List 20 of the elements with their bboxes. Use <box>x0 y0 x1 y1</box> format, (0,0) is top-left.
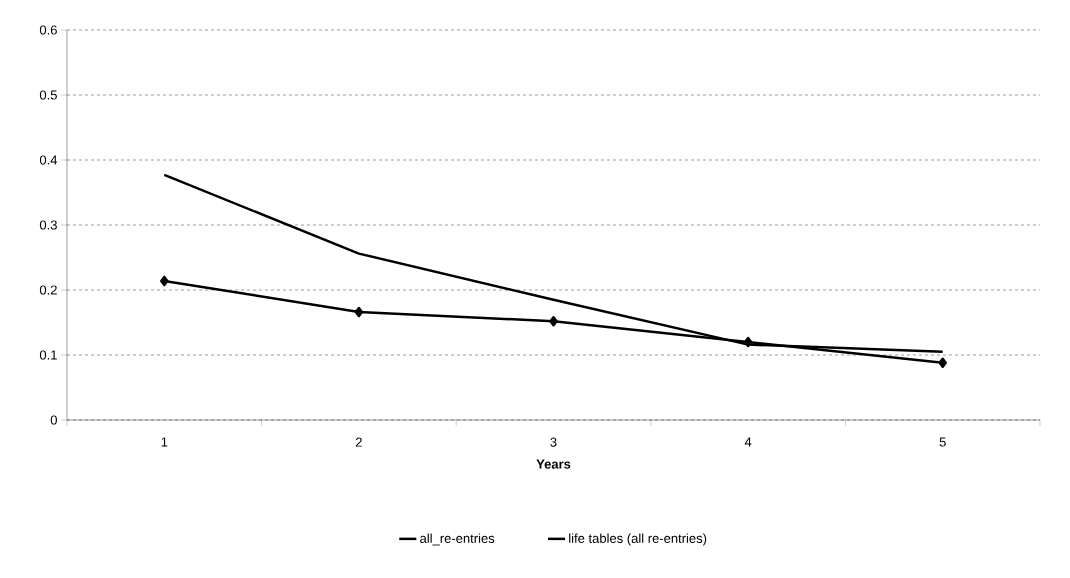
y-tick-label: 0.4 <box>39 155 58 165</box>
legend-label: life tables (all re-entries) <box>569 533 707 546</box>
y-tick-label: 0.1 <box>39 350 57 360</box>
x-tick-label: 3 <box>550 437 557 447</box>
point <box>938 357 947 369</box>
x-tick-label: 5 <box>939 437 946 447</box>
point <box>743 336 753 348</box>
legend-label: all_re-entries <box>420 533 495 546</box>
y-tick-label: 0.5 <box>39 90 57 100</box>
x-tick-label: 2 <box>355 437 362 447</box>
y-tick-label: 0.3 <box>39 220 57 230</box>
y-tick-label: 0.2 <box>39 285 57 295</box>
x-axis-title: Years <box>536 459 571 469</box>
x-tick-label: 4 <box>744 437 752 447</box>
y-tick-label: 0 <box>50 415 57 425</box>
y-tick-label: 0.6 <box>39 25 57 35</box>
x-tick-label: 1 <box>161 437 168 447</box>
point <box>160 275 169 287</box>
point <box>354 306 364 318</box>
point <box>549 315 558 327</box>
